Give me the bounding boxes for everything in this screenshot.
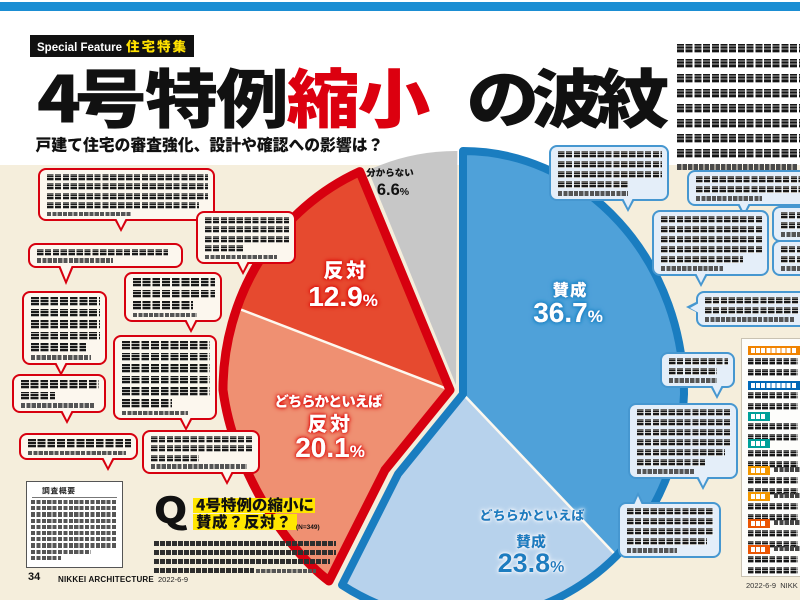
svg-text:36.7%: 36.7% (533, 297, 603, 328)
svg-text:(N=349): (N=349) (296, 524, 320, 531)
svg-text:20.1%: 20.1% (295, 432, 365, 463)
svg-text:23.8%: 23.8% (498, 548, 565, 578)
svg-text:Special Feature: Special Feature (37, 42, 122, 54)
svg-text:12.9%: 12.9% (308, 281, 378, 312)
svg-text:6.6%: 6.6% (377, 181, 410, 199)
